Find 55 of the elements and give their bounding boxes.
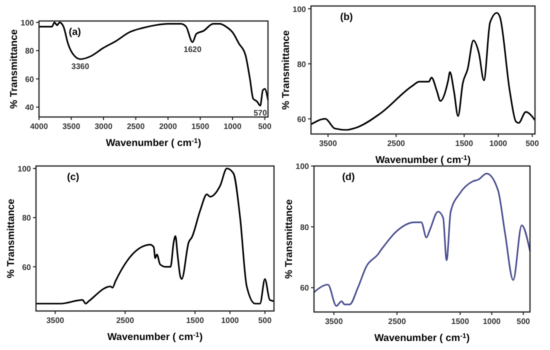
x-tick-label: 3500 xyxy=(319,139,338,148)
x-tick-label: 1000 xyxy=(489,139,508,148)
y-tick-label: 80 xyxy=(297,60,307,69)
x-tick-label: 1000 xyxy=(221,316,240,325)
y-tick-label: 80 xyxy=(300,222,310,232)
y-tick-label: 60 xyxy=(25,74,35,84)
x-tick-label: 1000 xyxy=(482,317,502,326)
y-tick-label: 60 xyxy=(22,262,32,272)
x-axis-title: Wavenumber ( cm$^{-1}$) xyxy=(107,332,203,343)
y-tick-label: 100 xyxy=(18,164,32,174)
x-tick-label: 1500 xyxy=(451,317,470,326)
x-axis-title: Wavenumber ( cm$^{-1}$) xyxy=(106,138,202,149)
y-axis-title: % Transmittance xyxy=(281,30,292,110)
x-axis-title: Wavenumber ( cm$^{-1}$) xyxy=(374,332,470,344)
line-series xyxy=(35,168,275,304)
y-axis-title: % Transmittance xyxy=(6,198,17,278)
text: (b) xyxy=(340,12,353,23)
x-tick-label: 2500 xyxy=(116,316,135,325)
x-tick-label: 3500 xyxy=(324,317,344,326)
y-tick-label: 60 xyxy=(300,284,310,293)
x-tick-label: 500 xyxy=(258,122,272,131)
y-tick-label: 100 xyxy=(20,18,35,28)
x-tick-label: 3500 xyxy=(46,316,65,325)
x-tick-label: 1500 xyxy=(186,316,204,325)
annotation: 570 xyxy=(254,108,268,118)
x-tick-label: 500 xyxy=(258,316,272,325)
x-tick-label: 500 xyxy=(516,317,531,326)
y-tick-label: 60 xyxy=(297,114,307,124)
x-tick-label: 1500 xyxy=(191,122,210,131)
y-tick-label: 40 xyxy=(25,103,35,112)
x-tick-label: 3500 xyxy=(62,122,81,131)
annotation: 1620 xyxy=(184,45,202,54)
line-series xyxy=(310,12,536,131)
text: (c) xyxy=(66,172,80,183)
y-tick-label: 80 xyxy=(25,46,35,56)
x-tick-label: 500 xyxy=(526,139,540,148)
x-tick-label: 4000 xyxy=(30,122,48,131)
x-tick-label: 1000 xyxy=(224,122,242,131)
y-tick-label: 80 xyxy=(22,214,32,223)
x-tick-label: 3000 xyxy=(94,122,113,131)
line-series xyxy=(38,22,269,107)
x-tick-label: 1500 xyxy=(455,139,474,148)
y-axis-title: % Transmittance xyxy=(284,198,295,279)
y-axis-title: % Transmittance xyxy=(9,28,20,109)
annotation: 3360 xyxy=(71,62,90,72)
x-tick-label: 2500 xyxy=(387,139,406,148)
y-tick-label: 100 xyxy=(296,162,310,171)
text: (a) xyxy=(68,27,82,38)
x-axis-title: Wavenumber ( cm$^{-1}$) xyxy=(375,154,471,166)
x-tick-label: 2500 xyxy=(388,317,406,326)
line-series xyxy=(313,172,531,307)
y-tick-label: 100 xyxy=(292,4,307,14)
x-tick-label: 2000 xyxy=(159,122,178,131)
x-tick-label: 2500 xyxy=(126,122,146,131)
text: (d) xyxy=(342,172,355,183)
